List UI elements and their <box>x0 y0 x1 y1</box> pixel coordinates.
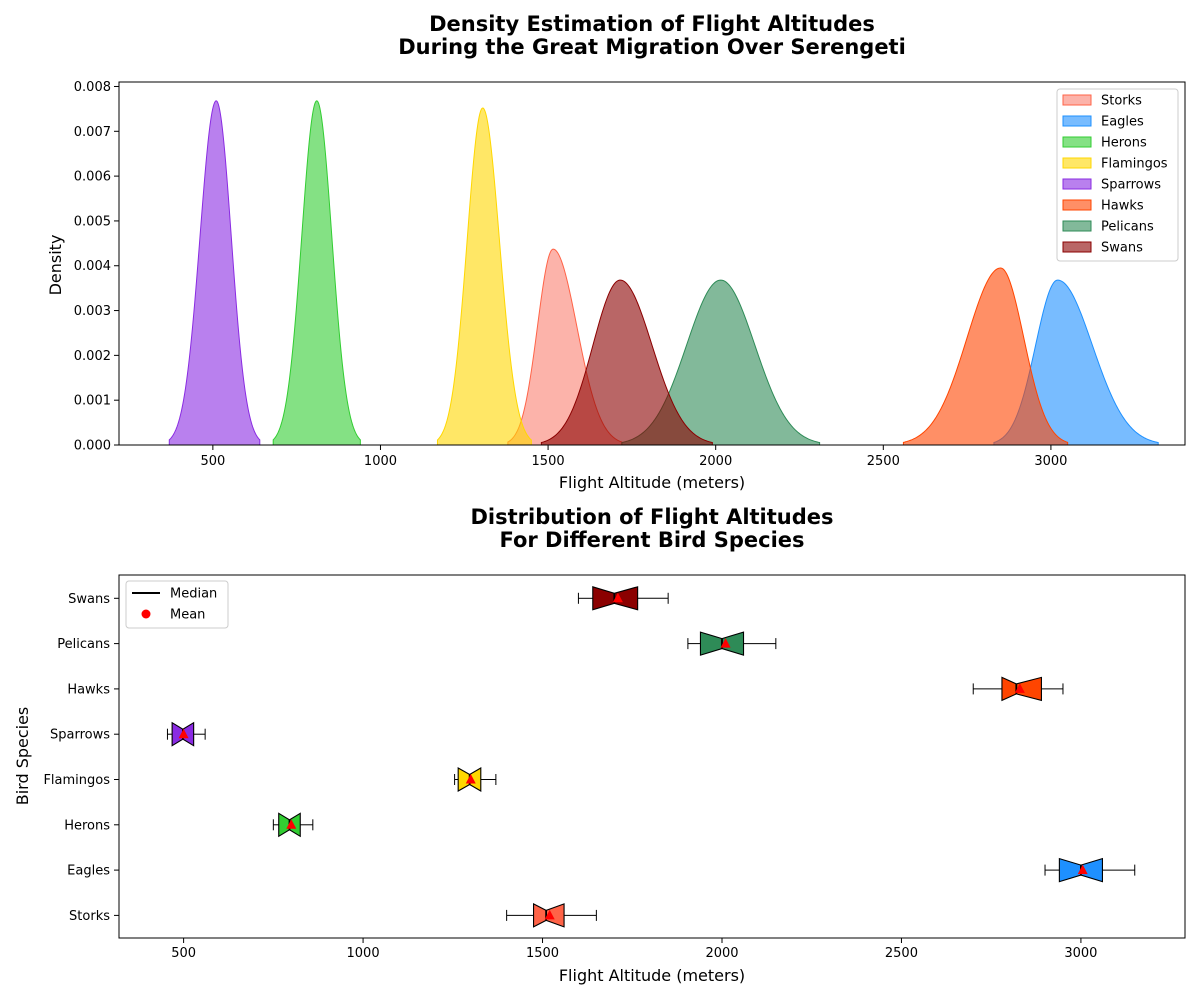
boxplot-y-tick-label: Storks <box>69 909 110 924</box>
density-plot-frame <box>118 81 1186 446</box>
density-legend-swatch-herons <box>1062 136 1092 148</box>
density-y-tick-label: 0.007 <box>74 125 111 140</box>
density-legend-swatch-swans <box>1062 241 1092 253</box>
boxplot-legend-label-mean: Mean <box>170 608 205 623</box>
boxplot-chart: Distribution of Flight Altitudes For Dif… <box>13 505 1186 985</box>
density-legend-label-eagles: Eagles <box>1101 115 1144 130</box>
boxplot-mean-herons <box>286 819 297 829</box>
density-legend-swatch-flamingos <box>1062 157 1092 169</box>
boxplot-x-tick-label: 3000 <box>1064 946 1097 961</box>
density-legend-swatch-hawks <box>1062 199 1092 211</box>
density-legend-box <box>1056 88 1179 262</box>
boxplot-y-ticks: Storks Eagles Herons Flamingos Sparrows Hawks… <box>43 592 119 924</box>
density-legend-label-swans: Swans <box>1101 241 1143 256</box>
density-legend-label-sparrows: Sparrows <box>1101 178 1161 193</box>
boxplot-flamingos <box>454 767 497 792</box>
density-y-tick-label: 0.002 <box>74 349 111 364</box>
density-y-tick-label: 0.000 <box>74 439 111 454</box>
boxplot-x-axis-label: Flight Altitude (meters) <box>559 966 745 985</box>
boxplot-legend-label-median: Median <box>170 587 217 602</box>
density-legend-swatch-eagles <box>1062 115 1092 127</box>
boxplot-y-tick-label: Herons <box>64 818 110 833</box>
boxplot-eagles <box>1044 857 1136 883</box>
density-area-herons <box>272 100 361 446</box>
boxplot-boxes <box>166 586 1136 928</box>
density-x-tick-label: 2000 <box>699 454 732 469</box>
boxplot-x-tick-label: 1000 <box>347 946 380 961</box>
density-y-tick-label: 0.004 <box>74 259 111 274</box>
density-legend-label-pelicans: Pelicans <box>1101 220 1154 235</box>
boxplot-x-tick-label: 500 <box>171 946 196 961</box>
boxplot-y-tick-label: Flamingos <box>43 773 110 788</box>
boxplot-y-tick-label: Eagles <box>67 864 110 879</box>
density-y-tick-label: 0.003 <box>74 304 111 319</box>
boxplot-chart-title-line1: Distribution of Flight Altitudes <box>470 505 833 529</box>
density-y-tick-label: 0.006 <box>74 170 111 185</box>
boxplot-legend: Median Mean <box>125 580 229 629</box>
density-area-hawks <box>902 267 1069 446</box>
boxplot-mean-flamingos <box>465 774 476 784</box>
density-legend-label-storks: Storks <box>1101 94 1142 109</box>
density-legend-swatch-sparrows <box>1062 178 1092 190</box>
density-y-tick-label: 0.008 <box>74 80 111 95</box>
boxplot-x-tick-label: 2500 <box>885 946 918 961</box>
density-y-ticks: 0.000 0.001 0.002 0.003 0.004 0.005 0.006 0.007… <box>74 80 119 454</box>
boxplot-storks <box>506 902 597 928</box>
boxplot-plot-frame <box>118 574 1186 939</box>
boxplot-chart-title-line2: For Different Bird Species <box>499 528 804 552</box>
density-x-tick-label: 3000 <box>1034 454 1067 469</box>
density-chart: Density Estimation of Flight Altitudes D… <box>46 12 1186 492</box>
boxplot-y-tick-label: Swans <box>68 592 110 607</box>
density-x-tick-label: 2500 <box>867 454 900 469</box>
boxplot-mean-swans <box>612 592 623 603</box>
boxplot-swans <box>577 586 669 611</box>
density-legend-swatch-storks <box>1062 94 1092 106</box>
boxplot-mean-sparrows <box>178 728 189 739</box>
density-area-flamingos <box>436 107 532 446</box>
density-legend-label-flamingos: Flamingos <box>1101 157 1168 172</box>
density-x-axis-label: Flight Altitude (meters) <box>559 473 745 492</box>
density-chart-title-line1: Density Estimation of Flight Altitudes <box>429 12 875 36</box>
density-x-tick-label: 1500 <box>532 454 565 469</box>
boxplot-mean-eagles <box>1077 864 1088 875</box>
density-x-ticks: 500 1000 1500 2000 2500 3000 <box>200 445 1067 469</box>
boxplot-mean-hawks <box>1014 683 1025 693</box>
density-areas <box>168 100 1159 446</box>
boxplot-pelicans <box>687 631 777 656</box>
boxplot-x-tick-label: 1500 <box>526 946 559 961</box>
boxplot-hawks <box>972 676 1064 702</box>
density-x-tick-label: 500 <box>200 454 225 469</box>
boxplot-x-ticks: 500 1000 1500 2000 2500 3000 <box>171 938 1097 961</box>
boxplot-sparrows <box>166 721 206 747</box>
boxplot-y-tick-label: Pelicans <box>57 637 110 652</box>
boxplot-y-tick-label: Sparrows <box>50 728 110 743</box>
boxplot-y-axis-label: Bird Species <box>13 707 32 806</box>
density-legend-label-herons: Herons <box>1101 136 1147 151</box>
density-area-swans <box>540 279 713 446</box>
density-area-sparrows <box>168 100 261 446</box>
density-y-axis-label: Density <box>46 235 65 296</box>
density-legend: Storks Eagles Herons Flamingos Sparrows Hawks… <box>1056 88 1179 262</box>
density-legend-swatch-pelicans <box>1062 220 1092 232</box>
density-legend-label-hawks: Hawks <box>1101 199 1144 214</box>
boxplot-mean-pelicans <box>720 638 731 648</box>
boxplot-mean-storks <box>544 909 555 920</box>
boxplot-x-tick-label: 2000 <box>705 946 738 961</box>
boxplot-y-tick-label: Hawks <box>67 682 110 697</box>
density-chart-title-line2: During the Great Migration Over Serenget… <box>398 35 906 59</box>
density-x-tick-label: 1000 <box>364 454 397 469</box>
density-y-tick-label: 0.001 <box>74 394 111 409</box>
density-y-tick-label: 0.005 <box>74 214 111 229</box>
boxplot-legend-swatch-mean <box>141 609 151 619</box>
boxplot-herons <box>272 812 314 838</box>
